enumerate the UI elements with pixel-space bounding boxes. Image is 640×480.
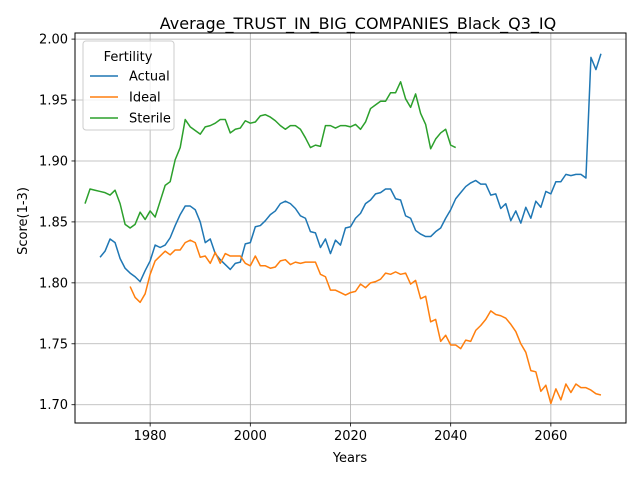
y-tick-label: 1.90: [39, 154, 68, 169]
legend-label-sterile: Sterile: [129, 112, 171, 127]
series-line-sterile: [84, 81, 457, 229]
y-tick-label: 2.00: [39, 33, 68, 48]
series-line-actual: [99, 53, 602, 283]
ticks: 1980 2000 2020 2040 2060 1.70 1.75 1.80 1.85 1.90…: [39, 33, 567, 444]
x-tick-label: 1980: [134, 429, 167, 444]
legend-label-ideal: Ideal: [129, 91, 161, 106]
series-line-ideal: [129, 239, 602, 405]
grid: [75, 33, 626, 423]
chart-title: Average_TRUST_IN_BIG_COMPANIES_Black_Q3_…: [160, 14, 556, 34]
y-tick-label: 1.80: [39, 276, 68, 291]
y-axis-label: Score(1-3): [16, 187, 31, 255]
y-tick-label: 1.95: [39, 94, 68, 109]
x-tick-label: 2040: [434, 429, 467, 444]
y-tick-label: 1.70: [39, 398, 68, 413]
legend-box: [82, 40, 175, 131]
y-tick-label: 1.75: [39, 337, 68, 352]
x-axis-label: Years: [332, 451, 368, 466]
legend: Fertility Actual Ideal Sterile: [82, 40, 175, 131]
legend-title: Fertility: [104, 50, 153, 65]
x-tick-label: 2000: [234, 429, 267, 444]
legend-label-actual: Actual: [129, 70, 170, 85]
series-lines: [84, 53, 602, 405]
x-tick-label: 2060: [534, 429, 567, 444]
legend-entries: Actual Ideal Sterile: [90, 70, 171, 127]
y-tick-label: 1.85: [39, 215, 68, 230]
x-tick-label: 2020: [334, 429, 367, 444]
